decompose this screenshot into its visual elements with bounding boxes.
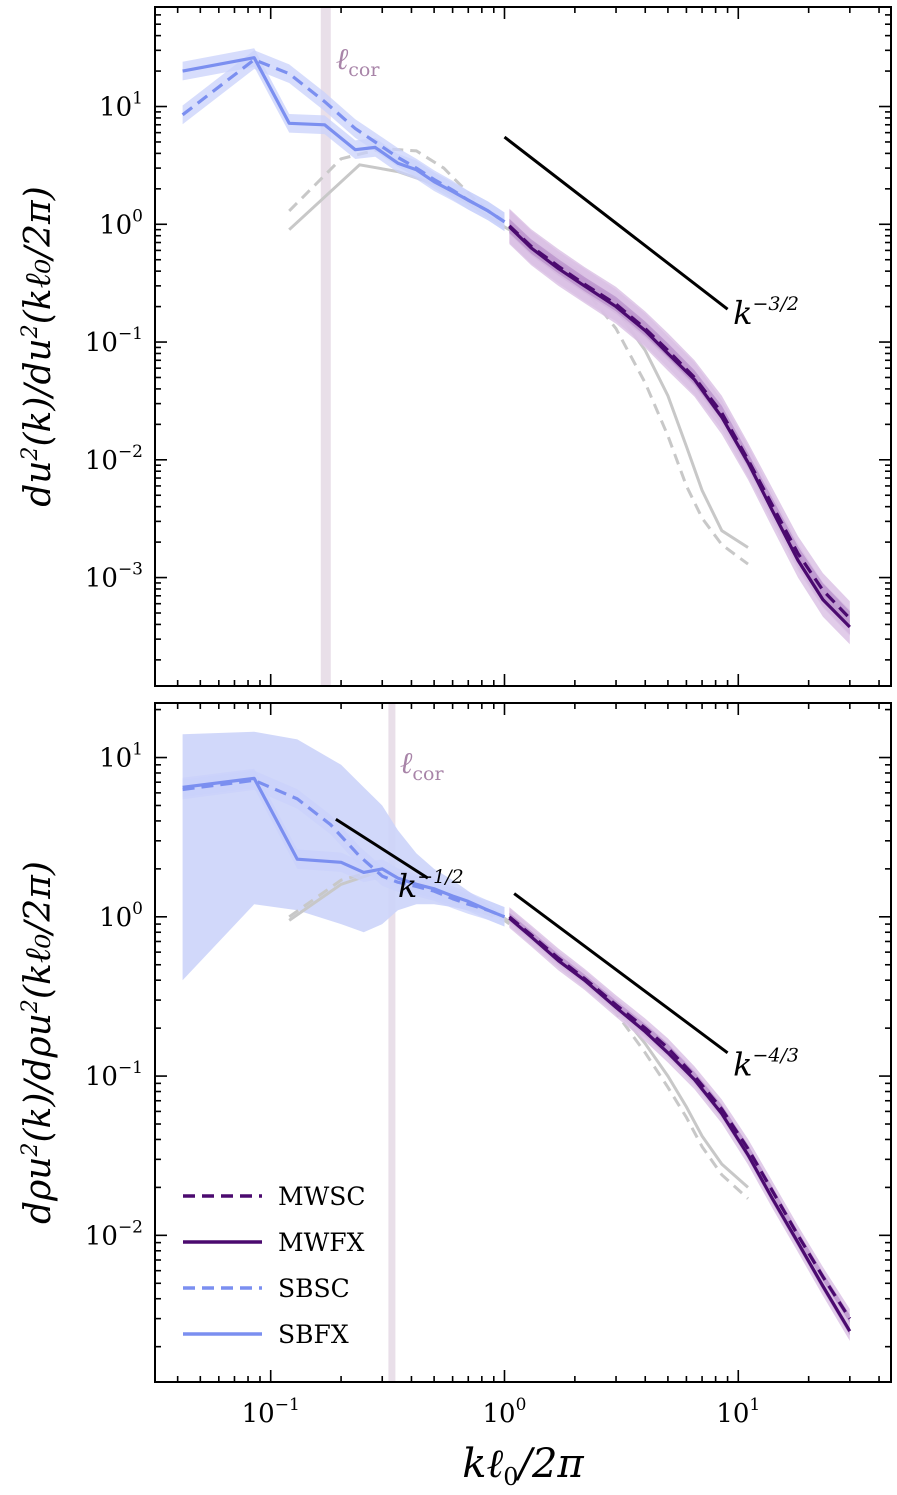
- y-axis-label-sup: 2: [18, 1143, 43, 1158]
- y-tick-label-base: 10: [85, 564, 118, 594]
- y-axis-label-part: (kℓ₀/2π): [18, 861, 59, 999]
- reference-line-1: [503, 135, 729, 311]
- y-axis-label-sup: 2: [18, 999, 43, 1014]
- lcor-label-main: ℓ: [336, 42, 349, 77]
- series-line-mwsc: [508, 224, 851, 620]
- y-axis-label: dρu2(k)/dρu2(kℓ₀/2π): [18, 861, 59, 1224]
- y-tick-label-exponent: −1: [118, 324, 143, 344]
- band-inner-mwsc: [509, 218, 850, 626]
- y-axis-label-part: (k)/du: [18, 338, 59, 446]
- reference-label-1: k−3/2: [733, 293, 799, 332]
- y-tick-label-exponent: −1: [118, 1058, 143, 1078]
- band-outer-mwfx: [509, 908, 850, 1341]
- y-tick-label-exponent: 1: [132, 89, 143, 109]
- x-axis-label-part: kℓ: [462, 1441, 503, 1487]
- y-tick-label: 10−1: [85, 1058, 143, 1092]
- y-tick-label-base: 10: [99, 93, 132, 123]
- x-axis-label-sub: 0: [503, 1463, 518, 1491]
- series-line-mwfx: [508, 916, 852, 1333]
- y-tick-label-base: 10: [99, 903, 132, 933]
- ticks-top: [155, 6, 891, 686]
- y-tick-label: 101: [99, 89, 143, 123]
- band-inner-mwfx: [509, 914, 850, 1336]
- y-tick-label: 10−2: [85, 1217, 143, 1251]
- y-tick-label: 10−2: [85, 442, 143, 476]
- lcor-label: ℓcor: [400, 746, 445, 785]
- legend: MWSC MWFX SBSC SBFX: [183, 1182, 366, 1349]
- series-line-mwfx: [508, 225, 851, 629]
- axes-frame-top: [154, 6, 892, 687]
- series-line-sbfx: [182, 776, 506, 919]
- y-tick-label: 100: [99, 206, 143, 240]
- legend-label-mwfx: MWFX: [278, 1228, 365, 1257]
- y-tick-label-exponent: 1: [132, 740, 143, 760]
- x-tick-label-exponent: 0: [516, 1395, 527, 1415]
- y-axis-label-part: (k)/dρu: [18, 1013, 59, 1142]
- y-tick-label-exponent: 0: [132, 206, 143, 226]
- x-tick-label-base: 10: [716, 1399, 749, 1429]
- reference-label-base: k: [398, 867, 417, 905]
- x-tick-label: 101: [716, 1395, 760, 1429]
- panel-top: k−3/2ℓcor10110010−110−210−3du2(k)/du2(kℓ…: [18, 6, 892, 687]
- x-axis-label-part: /2π: [514, 1441, 584, 1487]
- y-tick-label-exponent: −2: [118, 1217, 143, 1237]
- y-tick-label-exponent: −2: [118, 442, 143, 462]
- y-axis-label-sup: 2: [18, 324, 43, 339]
- y-tick-label-base: 10: [85, 1221, 118, 1251]
- legend-label-sbfx: SBFX: [278, 1320, 349, 1349]
- lcor-label-main: ℓ: [400, 746, 413, 781]
- reference-label-1: k−1/2: [398, 866, 464, 905]
- ticks-bottom: [155, 703, 891, 1382]
- y-tick-label-base: 10: [85, 328, 118, 358]
- legend-label-mwsc: MWSC: [278, 1182, 366, 1211]
- y-axis-label-part: dρu: [18, 1157, 59, 1224]
- plot-area-bottom: [182, 703, 852, 1382]
- reference-label-exponent: −4/3: [752, 1044, 799, 1066]
- x-tick-label-exponent: 1: [749, 1395, 760, 1415]
- series-line-sbsc: [181, 58, 506, 224]
- x-tick-label-base: 10: [483, 1399, 516, 1429]
- x-tick-label: 10−1: [242, 1395, 300, 1429]
- axes-frame-bottom: [154, 702, 892, 1383]
- y-tick-label-exponent: −3: [118, 560, 143, 580]
- y-axis-label-sup: 2: [18, 447, 43, 462]
- reference-line-2: [513, 892, 729, 1055]
- y-tick-label-base: 10: [99, 744, 132, 774]
- legend-label-sbsc: SBSC: [278, 1274, 350, 1303]
- y-axis-label-part: du: [18, 461, 59, 507]
- lcor-band: [388, 703, 396, 1382]
- reference-label-exponent: −1/2: [417, 866, 464, 888]
- y-axis-label-part: (kℓ₀/2π): [18, 186, 59, 324]
- y-axis-label: du2(k)/du2(kℓ₀/2π): [18, 186, 59, 507]
- x-tick-label: 100: [483, 1395, 527, 1429]
- band-inner-mwsc: [509, 912, 850, 1323]
- y-tick-label-base: 10: [85, 446, 118, 476]
- y-tick-label: 10−1: [85, 324, 143, 358]
- reference-label-2: k−4/3: [733, 1044, 799, 1083]
- y-tick-label: 100: [99, 899, 143, 933]
- reference-label-base: k: [733, 1045, 752, 1083]
- y-tick-label-exponent: 0: [132, 899, 143, 919]
- y-tick-label-base: 10: [99, 210, 132, 240]
- reference-line-1: [335, 817, 429, 880]
- lcor-band: [320, 7, 331, 686]
- y-tick-label: 10−3: [85, 560, 143, 594]
- lcor-label-sub: cor: [348, 59, 380, 81]
- reference-label-base: k: [733, 294, 752, 332]
- plot-area-top: [181, 7, 851, 686]
- x-tick-label-base: 10: [242, 1399, 275, 1429]
- series-line-sbsc: [182, 778, 506, 919]
- reference-label-exponent: −3/2: [752, 293, 799, 315]
- series-line-mwsc: [508, 915, 852, 1320]
- x-axis-label: kℓ0/2π: [462, 1441, 584, 1491]
- x-tick-label-exponent: −1: [275, 1395, 300, 1415]
- y-tick-label-base: 10: [85, 1062, 118, 1092]
- y-tick-label: 101: [99, 740, 143, 774]
- lcor-label-sub: cor: [412, 763, 444, 785]
- lcor-label: ℓcor: [336, 42, 381, 81]
